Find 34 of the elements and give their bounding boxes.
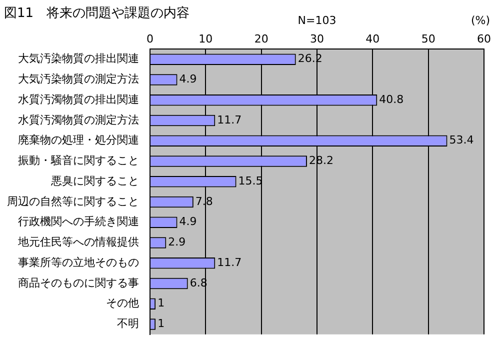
y-tick-label: 悪臭に関すること [50, 174, 139, 188]
x-tick-label: 30 [310, 32, 324, 46]
y-tick-label: 行政機関への手続き関連 [18, 215, 139, 228]
x-tick-label: 0 [146, 32, 154, 46]
x-tick-label: 50 [421, 32, 436, 46]
data-label: 40.8 [379, 92, 404, 106]
y-tick-label: 地元住民等への情報提供 [17, 236, 139, 249]
y-tick-label: 廃棄物の処理・処分関連 [18, 134, 139, 147]
data-label: 2.9 [168, 236, 186, 249]
x-tick-label: 60 [477, 32, 491, 46]
y-tick-label: 大気汚染物質の排出関連 [18, 52, 139, 66]
data-label: 4.9 [179, 72, 197, 86]
chart-title: 図11 将来の問題や課題の内容 [4, 5, 190, 22]
data-label: 4.9 [179, 215, 197, 228]
x-axis-title: (%) [470, 14, 490, 27]
x-tick-label: 20 [254, 32, 268, 46]
y-tick-label: 水質汚濁物質の排出関連 [18, 92, 139, 106]
data-label: 1 [158, 296, 165, 310]
x-tick-label: 40 [366, 32, 380, 46]
x-tick-label: 10 [198, 32, 213, 46]
y-tick-label: 水質汚濁物質の測定方法 [18, 113, 139, 126]
text: N=103 [298, 14, 336, 27]
y-tick-label: 振動・騒音に関すること [18, 154, 139, 168]
data-label: 53.4 [449, 134, 474, 147]
data-label: 11.7 [217, 256, 242, 269]
y-tick-label: 不明 [117, 317, 139, 330]
data-label: 15.5 [238, 174, 263, 188]
y-tick-label: 事業所等の立地そのもの [18, 256, 139, 269]
y-tick-label: 大気汚染物質の測定方法 [18, 72, 139, 86]
y-tick-label: 商品そのものに関する事 [18, 276, 139, 290]
y-tick-label: その他 [106, 296, 139, 310]
data-label: 1 [158, 317, 165, 330]
data-label: 11.7 [217, 113, 242, 126]
y-tick-label: 周辺の自然等に関すること [7, 194, 139, 208]
